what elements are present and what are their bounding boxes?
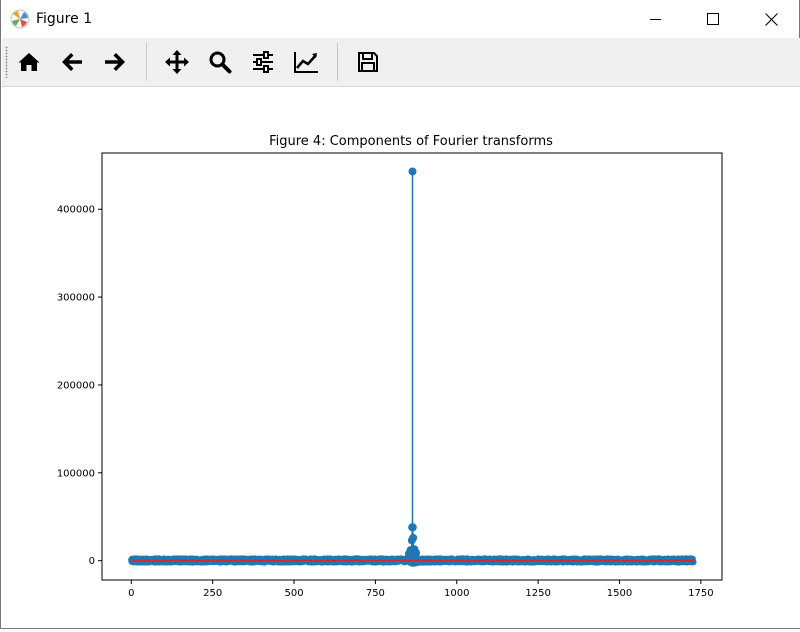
- maximize-button[interactable]: [684, 0, 742, 38]
- matplotlib-icon: [10, 9, 30, 29]
- stem-marker: [408, 523, 417, 532]
- stem-marker: [412, 548, 421, 557]
- title-bar[interactable]: Figure 1: [1, 0, 799, 38]
- close-icon: [764, 12, 778, 26]
- x-tick-label: 1500: [607, 588, 632, 599]
- x-tick-label: 1250: [525, 588, 550, 599]
- back-button[interactable]: [54, 44, 90, 80]
- zoom-button[interactable]: [202, 44, 238, 80]
- y-tick-label: 400000: [57, 205, 95, 216]
- zoom-icon: [209, 51, 232, 74]
- window-title: Figure 1: [36, 11, 93, 27]
- forward-button[interactable]: [97, 44, 133, 80]
- configure-subplots-button[interactable]: [245, 44, 281, 80]
- pan-button[interactable]: [159, 44, 195, 80]
- toolbar-separator: [146, 43, 147, 81]
- y-tick-label: 100000: [57, 468, 95, 479]
- close-button[interactable]: [742, 0, 800, 38]
- edit-axis-button[interactable]: [288, 44, 324, 80]
- y-tick-label: 300000: [57, 293, 95, 304]
- x-tick-label: 1000: [444, 588, 469, 599]
- toolbar-separator: [337, 43, 338, 81]
- stem-chart[interactable]: Figure 4: Components of Fourier transfor…: [2, 87, 800, 628]
- edit-axis-icon: [294, 52, 318, 73]
- stem-marker: [407, 536, 416, 545]
- stem-marker: [404, 549, 413, 558]
- pan-icon: [165, 50, 189, 74]
- x-tick-label: 500: [284, 588, 303, 599]
- chart-title: Figure 4: Components of Fourier transfor…: [269, 134, 553, 149]
- configure-subplots-icon: [253, 51, 273, 73]
- figure-canvas[interactable]: Figure 4: Components of Fourier transfor…: [2, 87, 800, 628]
- x-tick-label: 1750: [688, 588, 713, 599]
- x-tick-label: 250: [203, 588, 222, 599]
- y-tick-label: 200000: [57, 380, 95, 391]
- stem-marker: [408, 167, 417, 176]
- x-tick-label: 750: [366, 588, 385, 599]
- navigation-toolbar: [2, 38, 800, 87]
- minimize-icon: [650, 19, 661, 20]
- x-tick-label: 0: [128, 588, 134, 599]
- minimize-button[interactable]: [627, 0, 685, 38]
- save-button[interactable]: [350, 44, 386, 80]
- maximize-icon: [707, 13, 719, 25]
- forward-arrow-icon: [105, 53, 125, 71]
- toolbar-grip[interactable]: [5, 46, 8, 78]
- back-arrow-icon: [62, 53, 82, 71]
- y-tick-label: 0: [89, 556, 95, 567]
- home-icon: [18, 53, 40, 71]
- plot-frame: [101, 152, 723, 581]
- home-button[interactable]: [11, 44, 47, 80]
- save-icon: [358, 52, 378, 72]
